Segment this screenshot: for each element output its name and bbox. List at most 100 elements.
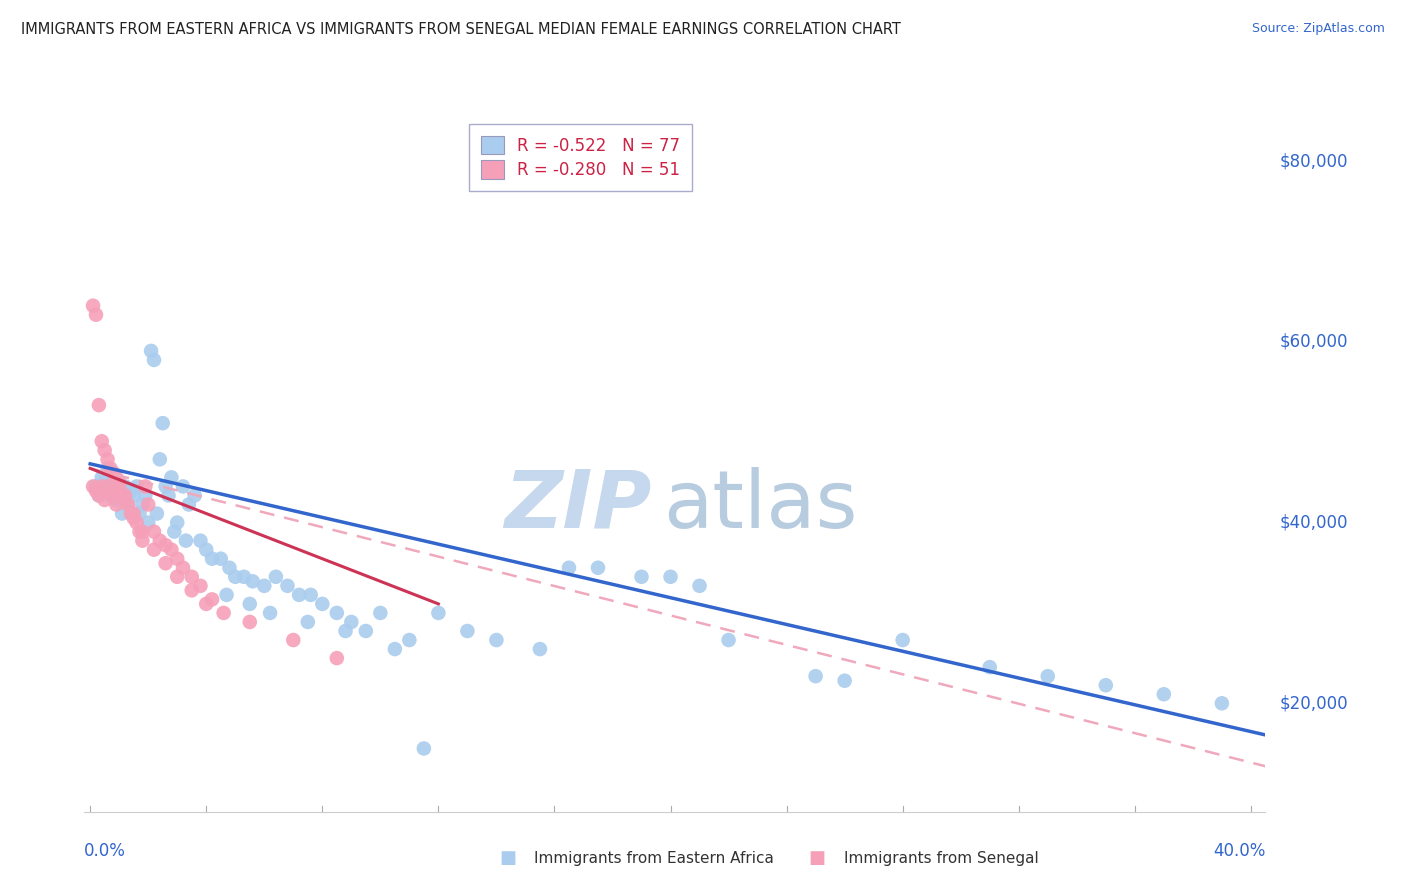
Point (160, 542, 183, 557)
Text: $20,000: $20,000 (1279, 694, 1348, 713)
Point (84, 479, 107, 493)
Point (114, 493, 136, 508)
Point (180, 570, 202, 584)
Point (166, 551, 188, 566)
Point (117, 498, 139, 512)
Point (160, 470, 183, 484)
Point (201, 592, 224, 607)
Point (93, 475, 115, 489)
Point (979, 660, 1001, 674)
Text: atlas: atlas (664, 467, 858, 545)
Point (128, 507, 150, 521)
Point (134, 488, 156, 502)
Point (311, 597, 333, 611)
Point (100, 483, 122, 498)
Point (212, 606, 235, 620)
Point (190, 579, 212, 593)
Point (456, 624, 478, 638)
Point (201, 551, 224, 566)
Point (283, 633, 305, 648)
Point (224, 570, 246, 584)
Legend: R = -0.522   N = 77, R = -0.280   N = 51: R = -0.522 N = 77, R = -0.280 N = 51 (468, 124, 692, 191)
Point (122, 488, 145, 502)
Point (891, 633, 914, 648)
Point (157, 488, 180, 502)
Point (1094, 678, 1116, 692)
Point (630, 570, 652, 584)
Point (259, 606, 281, 620)
Point (239, 615, 262, 629)
Point (100, 488, 122, 502)
Point (384, 642, 406, 657)
Point (166, 570, 188, 584)
Point (166, 516, 188, 530)
Point (139, 343, 162, 358)
Point (659, 570, 682, 584)
Point (233, 570, 256, 584)
Point (125, 479, 148, 493)
Text: ZIP: ZIP (503, 467, 651, 545)
Point (412, 741, 434, 756)
Point (117, 498, 139, 512)
Point (297, 615, 319, 629)
Point (120, 507, 142, 521)
Point (114, 479, 136, 493)
Point (87, 488, 110, 502)
Point (136, 516, 159, 530)
Point (218, 560, 240, 574)
Point (177, 498, 200, 512)
Point (239, 597, 262, 611)
Point (108, 488, 131, 502)
Point (131, 524, 153, 539)
Text: IMMIGRANTS FROM EASTERN AFRICA VS IMMIGRANTS FROM SENEGAL MEDIAN FEMALE EARNINGS: IMMIGRANTS FROM EASTERN AFRICA VS IMMIGR… (21, 22, 901, 37)
Text: $60,000: $60,000 (1279, 333, 1348, 351)
Point (1036, 669, 1059, 683)
Point (155, 479, 177, 493)
Point (209, 551, 232, 566)
Text: Source: ZipAtlas.com: Source: ZipAtlas.com (1251, 22, 1385, 36)
Point (84, 308, 107, 322)
Point (326, 651, 349, 665)
Point (111, 488, 134, 502)
Point (689, 579, 711, 593)
Text: ■: ■ (808, 849, 825, 867)
Point (143, 542, 166, 557)
Point (90, 434, 112, 449)
Point (804, 669, 827, 683)
Point (340, 615, 363, 629)
Text: Immigrants from Eastern Africa: Immigrants from Eastern Africa (534, 851, 775, 865)
Point (834, 673, 856, 688)
Point (122, 507, 145, 521)
Point (90, 470, 112, 484)
Point (427, 606, 450, 620)
Point (122, 511, 145, 525)
Point (111, 507, 134, 521)
Point (149, 533, 172, 548)
Point (558, 560, 581, 574)
Point (155, 556, 177, 570)
Point (155, 538, 177, 552)
Point (183, 488, 205, 502)
Text: Immigrants from Senegal: Immigrants from Senegal (844, 851, 1039, 865)
Point (108, 475, 131, 489)
Point (288, 588, 311, 602)
Point (93, 493, 115, 508)
Point (398, 633, 420, 648)
Point (114, 488, 136, 502)
Point (87, 488, 110, 502)
Point (146, 507, 169, 521)
Point (134, 479, 156, 493)
Text: ■: ■ (499, 849, 516, 867)
Point (264, 570, 287, 584)
Point (131, 533, 153, 548)
Point (105, 470, 128, 484)
Point (326, 606, 349, 620)
Point (195, 542, 218, 557)
Point (152, 416, 174, 430)
Point (163, 524, 186, 539)
Point (1153, 687, 1175, 701)
Point (97, 479, 120, 493)
Point (120, 483, 142, 498)
Point (105, 498, 128, 512)
Point (103, 479, 125, 493)
